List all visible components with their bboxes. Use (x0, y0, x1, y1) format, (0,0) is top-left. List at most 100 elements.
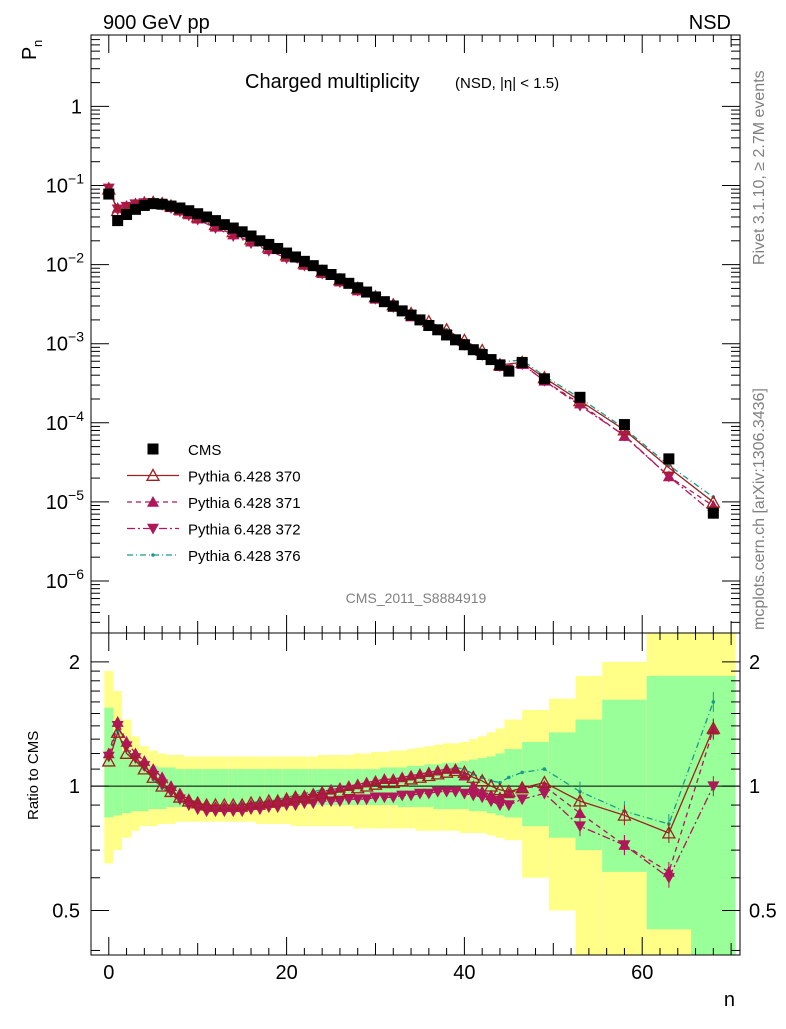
data-point (263, 238, 275, 250)
data-point (467, 344, 479, 356)
data-point (516, 356, 528, 368)
band-inner-bin (548, 732, 576, 838)
data-point (403, 771, 419, 785)
band-inner-bin (202, 769, 212, 806)
band-inner-bin (308, 769, 318, 806)
data-point (538, 788, 551, 800)
data-point (316, 264, 328, 276)
data-point (378, 792, 391, 804)
band-inner-bin (273, 769, 283, 806)
ratio-y-tick-label-right: 1 (749, 776, 760, 798)
main-panel: 1 10−1 10−2 10−3 10−4 10−5 10−6 Charged multip… (19, 34, 741, 634)
data-point (538, 780, 551, 791)
data-point (145, 468, 161, 481)
rivet-version-label: Rivet 3.1.10, ≥ 2.7M events (751, 70, 768, 265)
data-point (128, 753, 143, 767)
data-point (467, 790, 480, 802)
legend-entry: CMS (188, 442, 221, 459)
data-point (369, 792, 382, 804)
data-point (493, 791, 506, 803)
data-point (103, 188, 115, 200)
data-point (137, 761, 152, 775)
data-point (502, 800, 515, 812)
ratio-panel-frame (90, 632, 741, 956)
data-point (378, 296, 390, 308)
data-point (289, 251, 301, 263)
data-point (298, 255, 310, 267)
data-point (261, 793, 276, 807)
data-point (706, 721, 721, 734)
data-point (467, 780, 480, 791)
data-point (235, 797, 250, 811)
data-point (208, 797, 223, 811)
data-point (574, 391, 586, 403)
y-tick-label: 10−1 (46, 171, 84, 198)
data-point (483, 778, 499, 792)
data-point (281, 247, 293, 259)
band-inner-bin (264, 769, 274, 806)
data-point (270, 793, 285, 807)
band-inner-bin (131, 759, 140, 812)
data-point (661, 825, 676, 839)
data-point (618, 419, 630, 431)
data-point (323, 786, 339, 799)
data-point (209, 215, 221, 227)
band-inner-bin (424, 764, 434, 808)
data-point (183, 205, 195, 217)
data-point (147, 523, 159, 535)
band-inner-bin (371, 769, 380, 806)
y-tick-label: 10−4 (46, 408, 84, 435)
data-point (502, 787, 515, 799)
data-point (711, 700, 716, 704)
data-point (343, 277, 355, 289)
data-point (147, 496, 159, 507)
data-point (572, 793, 588, 807)
data-point (227, 222, 239, 234)
data-point (272, 242, 284, 254)
data-point (217, 797, 232, 811)
data-point (360, 794, 373, 806)
data-point (662, 470, 675, 482)
main-panel-series (101, 181, 721, 520)
data-point (351, 794, 364, 806)
data-point (155, 778, 170, 792)
data-point (121, 209, 133, 221)
ratio-y-axis-label: Ratio to CMS (25, 731, 42, 820)
legend-entry: Pythia 6.428 370 (188, 469, 301, 486)
y-axis-label-sub: n (30, 40, 45, 47)
data-point (448, 763, 463, 777)
ratio-y-tick-label-right: 2 (749, 652, 760, 674)
ratio-y-tick-label-right: 0.5 (749, 900, 777, 922)
band-inner-bin (282, 769, 292, 806)
band-inner-bin (139, 764, 149, 812)
data-point (101, 753, 116, 767)
legend-entry: Pythia 6.428 372 (188, 522, 301, 539)
data-point (458, 339, 470, 351)
data-point (485, 354, 497, 366)
data-point (516, 794, 529, 806)
data-point (386, 775, 401, 789)
band-inner-bin (104, 707, 114, 818)
data-point (618, 839, 631, 850)
ratio-series-line (108, 720, 714, 873)
data-point (243, 795, 259, 809)
data-point (492, 782, 508, 796)
y-axis-title: P n (19, 40, 45, 60)
data-point (361, 286, 373, 298)
data-point (245, 230, 257, 242)
ratio-y-tick-label: 0.5 (52, 900, 80, 922)
main-panel-ticks: 1 10−1 10−2 10−3 10−4 10−5 10−6 (46, 34, 740, 633)
data-point (476, 349, 488, 361)
data-point (138, 755, 151, 766)
data-point (439, 765, 454, 778)
band-inner-bin (228, 769, 238, 806)
data-point (147, 763, 160, 774)
data-point (537, 775, 552, 789)
data-point (377, 775, 392, 789)
data-point (520, 770, 524, 775)
legend-entry: Pythia 6.428 376 (188, 548, 301, 565)
data-point (405, 790, 418, 802)
data-point (421, 768, 436, 782)
data-point (236, 226, 248, 238)
